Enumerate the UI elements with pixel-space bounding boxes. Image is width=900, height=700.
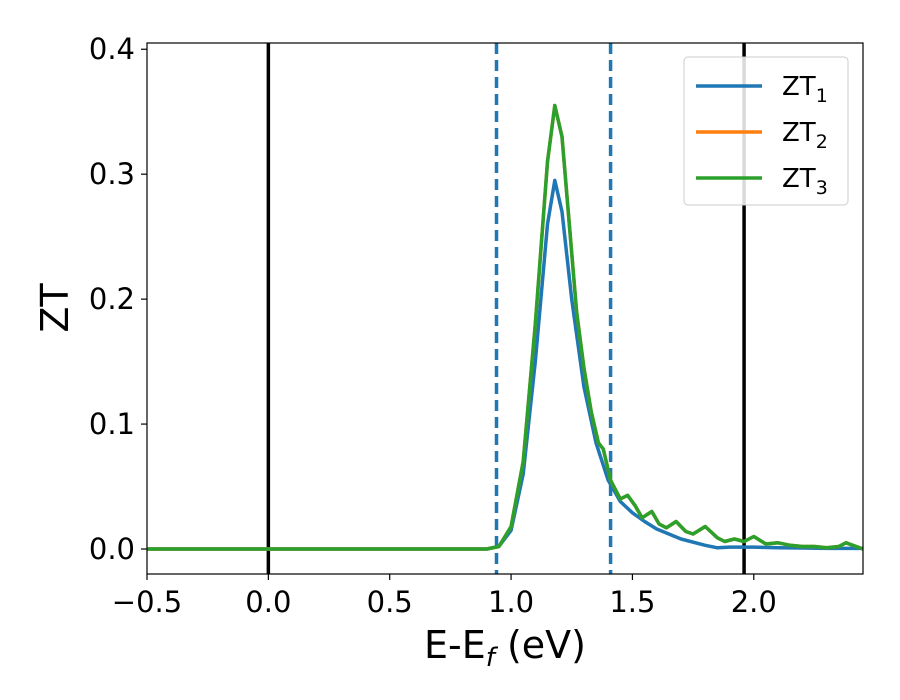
x-tick-label: 0.5 — [367, 585, 413, 619]
x-tick-label: 1.5 — [609, 585, 655, 619]
x-axis-ticks: −0.5 0.0 0.5 1.0 1.5 2.0 — [112, 574, 777, 619]
legend-label-1: ZT1 — [782, 72, 828, 107]
y-axis-ticks: 0.0 0.1 0.2 0.3 0.4 — [89, 32, 147, 566]
y-tick-label: 0.1 — [89, 407, 135, 441]
y-tick-label: 0.4 — [89, 32, 135, 66]
y-tick-label: 0.2 — [89, 282, 135, 316]
y-axis-label: ZT — [33, 283, 77, 333]
legend-box — [683, 56, 849, 206]
x-axis-label-unit: (eV) — [495, 623, 586, 667]
series-lines — [147, 103, 864, 551]
x-tick-label: 1.0 — [488, 585, 534, 619]
series-line-3 — [147, 103, 864, 551]
legend-label-3: ZT3 — [782, 164, 828, 199]
legend: ZT1 ZT2 ZT3 — [683, 56, 849, 206]
x-tick-label: 0.0 — [245, 585, 291, 619]
x-tick-label: −0.5 — [112, 585, 182, 619]
y-tick-label: 0.3 — [89, 157, 135, 191]
x-axis-label: E-Ef (eV) — [424, 623, 586, 673]
x-tick-label: 2.0 — [731, 585, 777, 619]
x-axis-label-main: E-E — [424, 623, 486, 667]
legend-label-2: ZT2 — [782, 118, 828, 153]
plot-frame — [146, 42, 864, 575]
y-tick-label: 0.0 — [89, 532, 135, 566]
